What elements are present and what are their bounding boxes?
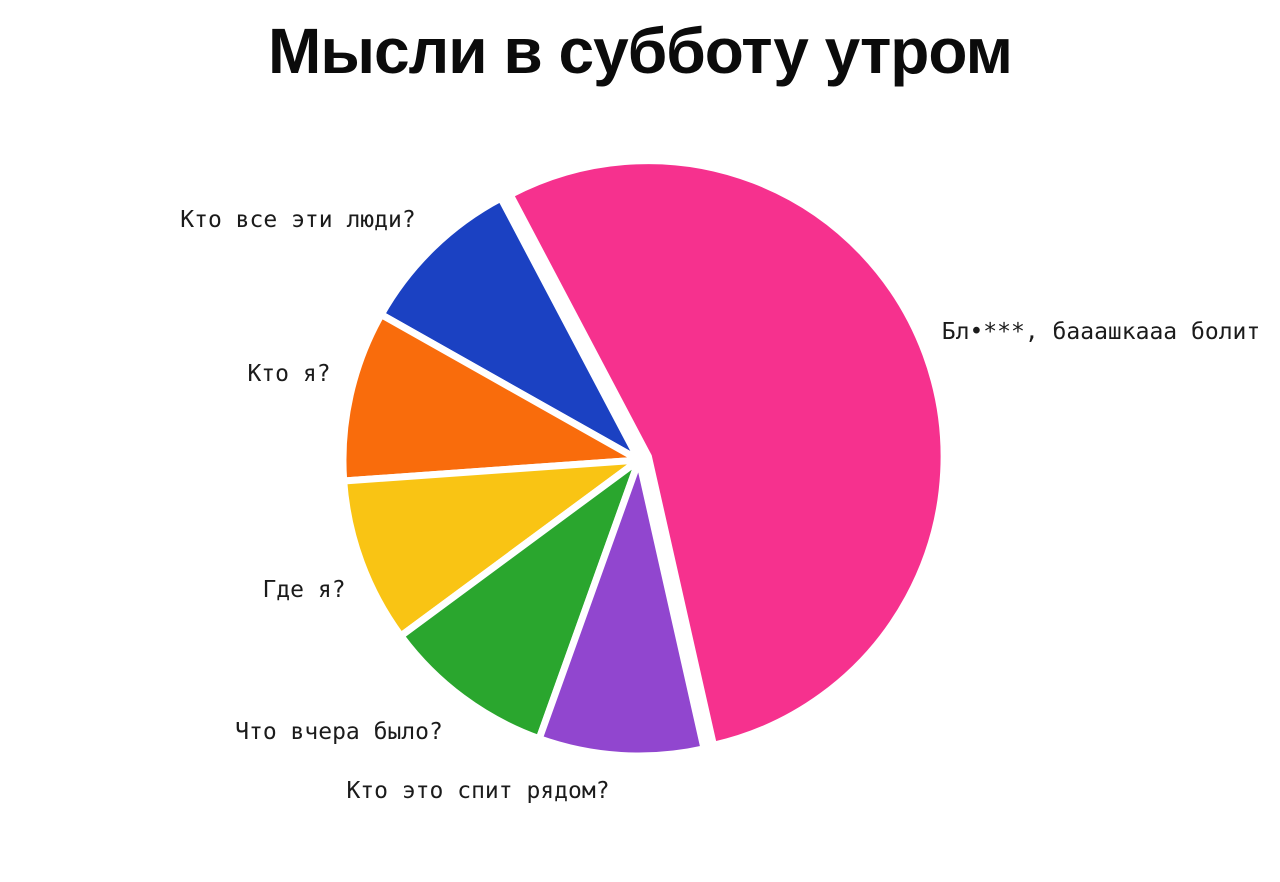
pie-slice-0 <box>506 157 948 749</box>
chart-title: Мысли в субботу утром <box>268 15 1013 87</box>
pie-slice-1 <box>377 194 643 464</box>
slice-label-headache: Бл•***, бааашкааа болит <box>941 319 1261 345</box>
pie-slice-4 <box>397 456 643 743</box>
pie-slice-2 <box>339 311 643 485</box>
slice-label-who-are-these-people: Кто все эти люди? <box>180 207 416 233</box>
slice-label-who-is-sleeping-next-to-me: Кто это спит рядом? <box>346 778 610 804</box>
slice-label-what-happened-yesterday: Что вчера было? <box>235 719 443 745</box>
slice-label-who-am-i: Кто я? <box>247 361 331 387</box>
slice-label-where-am-i: Где я? <box>262 577 346 603</box>
pie-slice-3 <box>340 456 643 640</box>
pie-slice-5 <box>535 456 708 760</box>
